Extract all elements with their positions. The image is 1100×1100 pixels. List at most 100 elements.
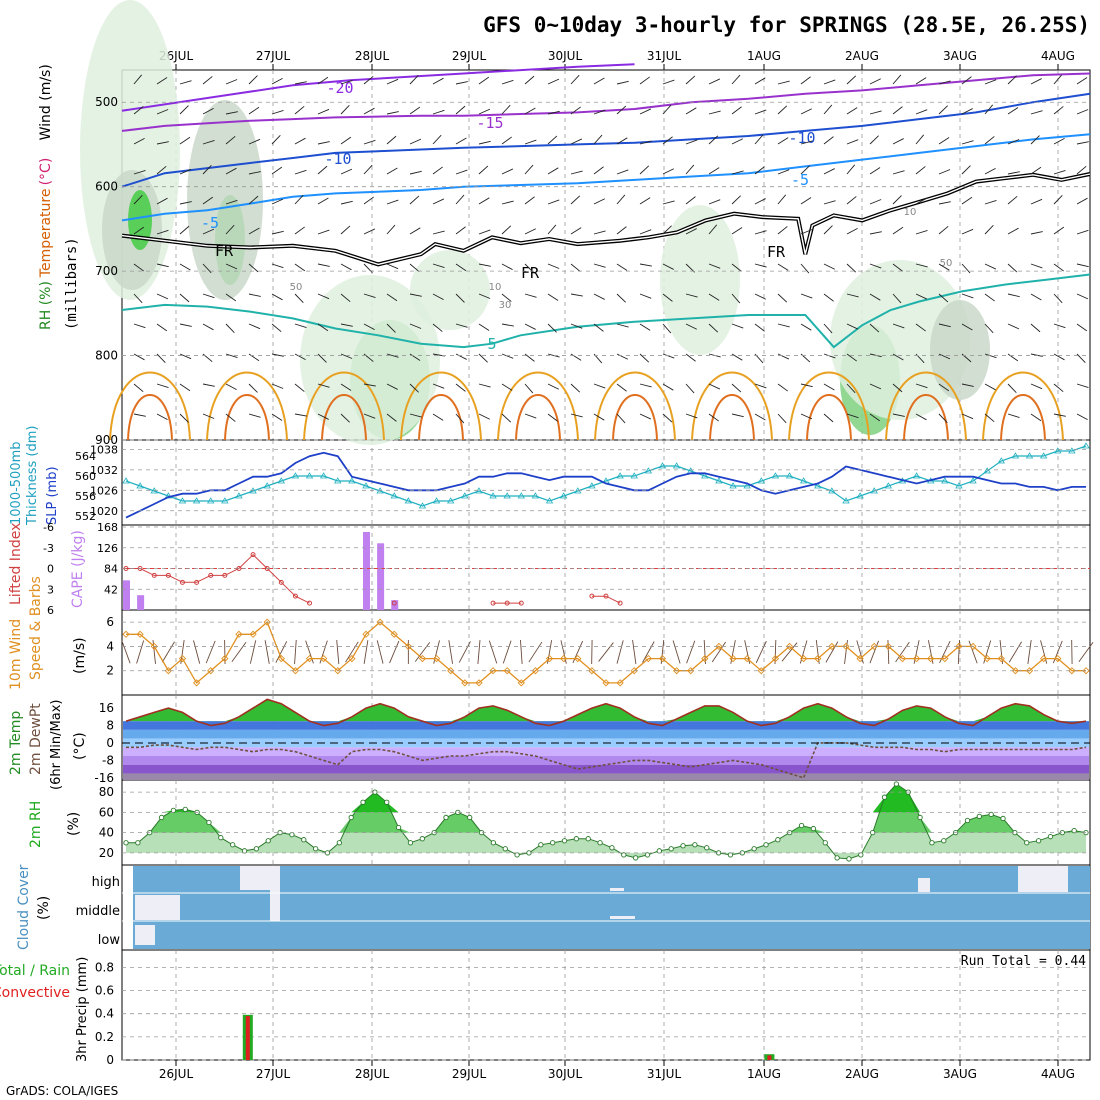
wind10-marker bbox=[672, 667, 681, 675]
temp-band-3 bbox=[123, 747, 1089, 757]
wind10-barb bbox=[205, 640, 216, 664]
wind10-ytick-label: 4 bbox=[106, 639, 114, 653]
upper-wind-barb-392 bbox=[869, 323, 880, 333]
upper-wind-barb-498 bbox=[1076, 263, 1089, 268]
upper-wind-barb-131 bbox=[363, 413, 376, 419]
wind10-marker bbox=[291, 667, 300, 675]
wind10-marker bbox=[898, 654, 907, 663]
upper-wind-barb-35 bbox=[179, 413, 189, 423]
rh-2m-marker bbox=[384, 799, 390, 805]
thickness-marker bbox=[828, 487, 836, 494]
upper-ytick-label: 800 bbox=[95, 349, 118, 363]
isotherm-hot-arch-2 bbox=[321, 394, 367, 441]
upper-wind-barb-363 bbox=[823, 168, 835, 175]
upper-wind-barb-191 bbox=[478, 413, 490, 420]
wind10-barb bbox=[672, 640, 681, 664]
upper-wind-barb-257 bbox=[616, 226, 627, 235]
wind10-barb bbox=[660, 640, 665, 664]
upper-wind-barb-338 bbox=[777, 137, 789, 145]
upper-wind-barb-60 bbox=[248, 75, 258, 85]
wind10-barb bbox=[502, 640, 512, 664]
upper-wind-barb-1 bbox=[133, 106, 144, 115]
thickness-marker bbox=[1068, 447, 1076, 454]
upper-wind-barb-456 bbox=[1007, 75, 1017, 85]
temp-ylabel-part: 2m Temp bbox=[8, 711, 24, 775]
rh-fill-high bbox=[126, 784, 1086, 813]
upper-wind-barb-328 bbox=[754, 198, 766, 205]
upper-wind-barb-89 bbox=[294, 226, 305, 235]
thickness-marker bbox=[136, 482, 144, 489]
upper-wind-barb-390 bbox=[869, 263, 882, 269]
upper-wind-barb-435 bbox=[961, 165, 971, 175]
cape-ytick-label: 126 bbox=[97, 542, 118, 555]
upper-wind-barb-8 bbox=[133, 323, 146, 329]
upper-wind-barb-109 bbox=[340, 105, 350, 115]
upper-wind-barb-285 bbox=[662, 353, 675, 359]
upper-wind-barb-460 bbox=[1007, 195, 1018, 205]
date-label-bottom-2: 28JUL bbox=[355, 1067, 390, 1081]
wind10-marker bbox=[376, 618, 384, 626]
wind10-barb bbox=[488, 640, 498, 664]
date-label-bottom-1: 27JUL bbox=[256, 1067, 291, 1081]
upper-wind-barb-94 bbox=[294, 383, 305, 392]
upper-wind-barb-42 bbox=[202, 263, 212, 274]
upper-ytick-label: 600 bbox=[95, 180, 118, 194]
upper-wind-barb-448 bbox=[984, 200, 997, 205]
upper-wind-barb-345 bbox=[777, 353, 790, 360]
isotherm-line-0 bbox=[121, 63, 635, 112]
thickness-marker bbox=[348, 477, 356, 484]
upper-wind-barb-213 bbox=[524, 353, 535, 362]
upper-wind-barb-492 bbox=[1076, 77, 1088, 85]
upper-wind-barb-41 bbox=[202, 228, 215, 235]
wind10-barb bbox=[319, 640, 328, 664]
upper-wind-barb-427 bbox=[938, 293, 949, 303]
upper-wind-barb-34 bbox=[179, 383, 191, 392]
rh-2m-marker bbox=[609, 845, 615, 851]
thickness-marker bbox=[206, 497, 215, 504]
rh-2m-marker bbox=[1071, 827, 1077, 834]
upper-wind-barb-432 bbox=[961, 76, 972, 85]
upper-wind-barb-340 bbox=[777, 194, 787, 205]
wind10-barb bbox=[895, 641, 910, 663]
upper-wind-barb-288 bbox=[685, 75, 696, 85]
wind10-marker bbox=[249, 630, 257, 638]
cape-ytick-label: 168 bbox=[97, 521, 118, 534]
wind10-marker bbox=[221, 654, 229, 663]
upper-wind-barb-64 bbox=[248, 195, 259, 205]
wind10-barb bbox=[376, 640, 384, 664]
slp-ytick-label: 1026 bbox=[90, 484, 118, 497]
upper-wind-barb-25 bbox=[179, 105, 189, 115]
rh-2m-marker bbox=[312, 846, 319, 852]
upper-wind-barb-72 bbox=[271, 77, 283, 85]
upper-wind-barb-171 bbox=[455, 169, 468, 175]
upper-wind-barb-30 bbox=[179, 263, 191, 271]
isotherm-warm-arch-3 bbox=[400, 371, 482, 441]
upper-wind-barb-454 bbox=[984, 383, 996, 391]
upper-wind-barb-366 bbox=[823, 263, 835, 270]
wind10-marker bbox=[277, 654, 285, 663]
upper-wind-barb-260 bbox=[616, 323, 629, 328]
upper-wind-barb-284 bbox=[662, 323, 672, 334]
thickness-marker bbox=[503, 492, 511, 499]
rh-2m-marker bbox=[1035, 838, 1042, 844]
rh-2m-marker bbox=[407, 840, 414, 846]
panel-frame-2 bbox=[121, 524, 1091, 611]
thickness-ylabel: 1000-500mb bbox=[9, 441, 24, 525]
isotherm-warm-arch-5 bbox=[594, 371, 676, 441]
upper-wind-barb-283 bbox=[662, 293, 673, 302]
upper-wind-barb-484 bbox=[1053, 195, 1063, 205]
date-label-top-4: 30JUL bbox=[548, 49, 583, 63]
upper-wind-barb-272 bbox=[639, 323, 651, 331]
wind10-barb bbox=[825, 641, 839, 663]
upper-wind-barb-331 bbox=[754, 293, 766, 300]
rh-2m-marker bbox=[550, 840, 556, 846]
upper-wind-barb-501 bbox=[1076, 353, 1086, 363]
date-label-top-8: 3AUG bbox=[943, 49, 977, 63]
upper-wind-barb-422 bbox=[938, 137, 950, 145]
upper-wind-barb-491 bbox=[1053, 413, 1066, 417]
thickness-marker bbox=[955, 482, 963, 489]
upper-wind-barb-37 bbox=[202, 107, 214, 115]
wind10-ytick-label: 2 bbox=[106, 664, 114, 678]
rh-2m-marker bbox=[941, 838, 947, 844]
thickness-marker bbox=[842, 497, 850, 504]
